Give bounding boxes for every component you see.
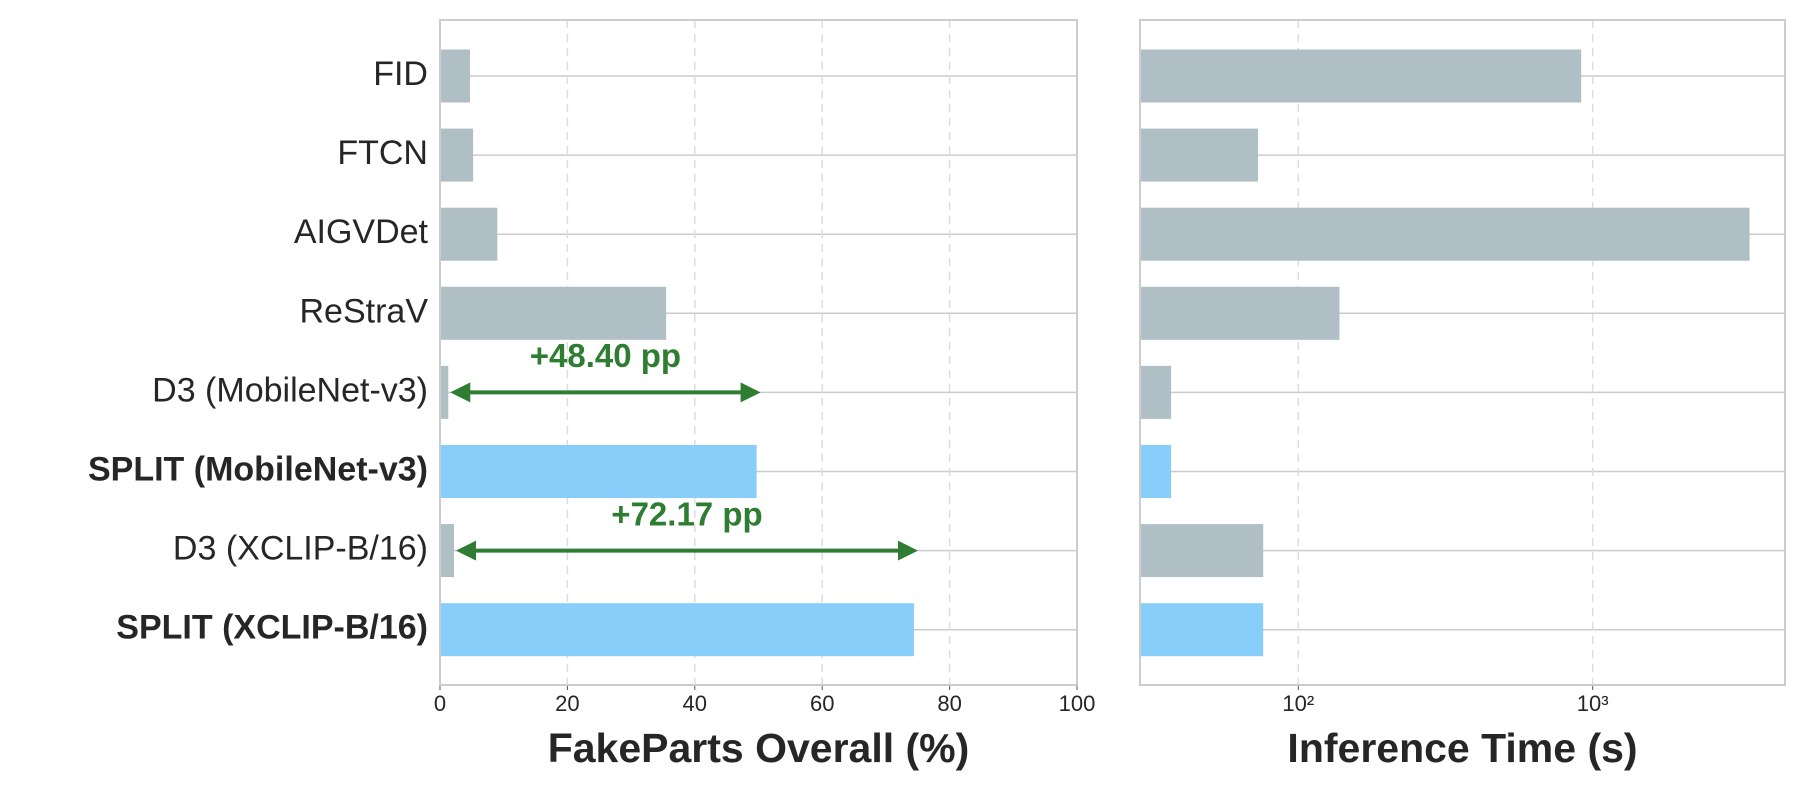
annotation-text: +48.40 pp	[530, 337, 681, 374]
bar	[1140, 524, 1264, 578]
y-tick-label: FID	[373, 55, 428, 93]
bar	[440, 365, 449, 419]
y-tick-label: SPLIT (XCLIP-B/16)	[116, 609, 428, 647]
bar	[1140, 286, 1340, 340]
bar	[1140, 603, 1264, 657]
x-tick-label: 20	[555, 691, 579, 716]
bar	[1140, 365, 1172, 419]
bar	[440, 286, 667, 340]
x-tick-label: 10³	[1577, 691, 1609, 716]
bar	[440, 128, 474, 182]
bar	[1140, 49, 1582, 103]
x-tick-label: 60	[810, 691, 834, 716]
bar	[440, 524, 455, 578]
bar	[1140, 207, 1750, 261]
x-tick-label: 100	[1059, 691, 1096, 716]
y-tick-label: FTCN	[337, 134, 428, 172]
plot-frame	[439, 19, 1078, 686]
annotation-text: +72.17 pp	[611, 495, 762, 532]
y-tick-label: SPLIT (MobileNet-v3)	[88, 450, 428, 488]
y-tick-label: AIGVDet	[294, 213, 429, 251]
y-tick-label: D3 (MobileNet-v3)	[152, 371, 428, 409]
bar	[1140, 445, 1172, 498]
x-tick-label: 80	[937, 691, 961, 716]
x-tick-label: 10²	[1282, 691, 1314, 716]
x-axis-label: FakeParts Overall (%)	[548, 725, 970, 771]
bar	[440, 207, 498, 261]
y-tick-label: ReStraV	[300, 292, 429, 330]
plot-frame	[1139, 19, 1786, 686]
bar	[440, 445, 757, 498]
bar	[440, 603, 914, 657]
x-axis-label: Inference Time (s)	[1287, 725, 1637, 771]
y-tick-label: D3 (XCLIP-B/16)	[173, 530, 428, 568]
bar	[1140, 128, 1259, 182]
x-tick-label: 40	[683, 691, 707, 716]
bar	[440, 49, 470, 103]
x-tick-label: 0	[434, 691, 446, 716]
